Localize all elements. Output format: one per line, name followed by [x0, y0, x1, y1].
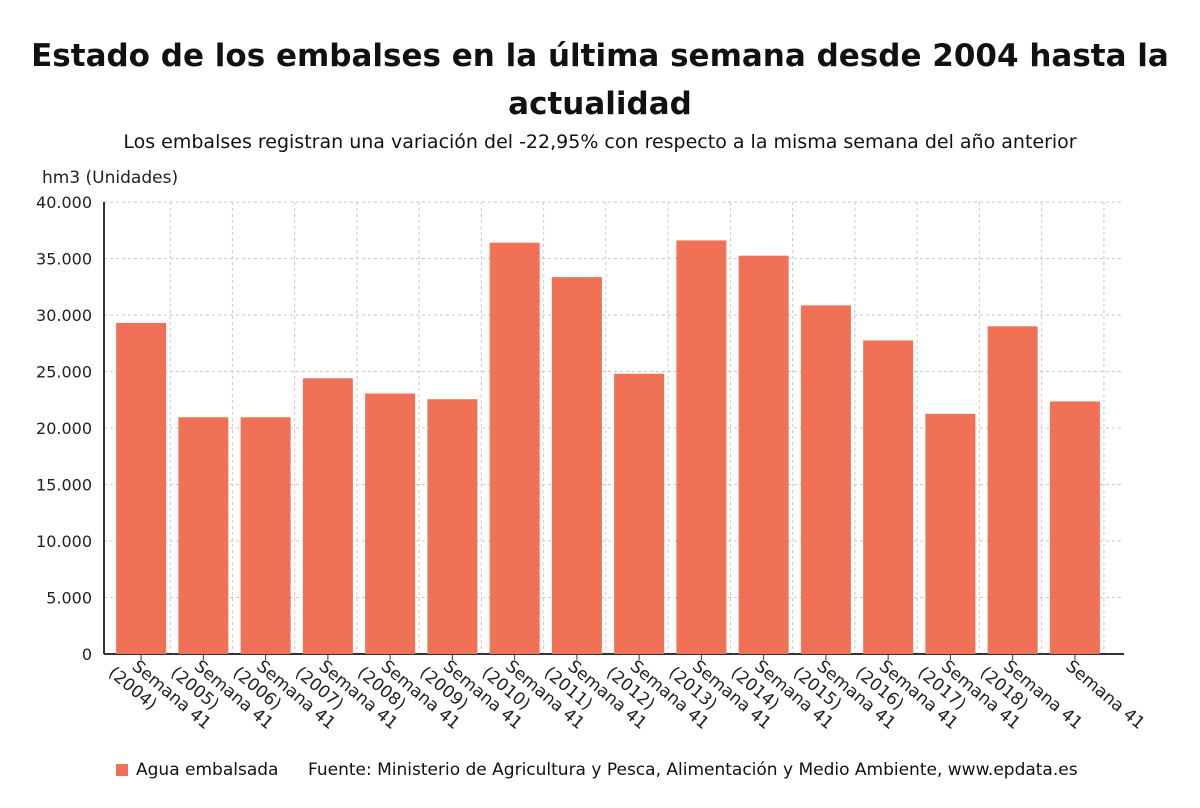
bar — [987, 326, 1038, 654]
legend-label: Agua embalsada — [136, 760, 279, 780]
bar — [178, 417, 229, 654]
bar — [365, 393, 416, 654]
y-axis-label: hm3 (Unidades) — [42, 168, 179, 188]
legend: Agua embalsada — [116, 760, 278, 780]
y-tick-label: 40.000 — [36, 193, 92, 212]
y-tick-label: 15.000 — [36, 476, 92, 495]
bar — [925, 413, 976, 654]
bar — [800, 305, 851, 654]
bar — [489, 242, 540, 654]
y-tick-label: 5.000 — [46, 589, 92, 608]
bar — [116, 322, 167, 654]
y-tick-label: 35.000 — [36, 250, 92, 269]
bar — [738, 255, 789, 655]
bar — [427, 399, 478, 654]
y-tick-label: 0 — [82, 645, 92, 664]
bar — [551, 277, 602, 654]
y-tick-label: 10.000 — [36, 532, 92, 551]
bar — [1049, 401, 1100, 654]
y-tick-label: 30.000 — [36, 306, 92, 325]
y-tick-label: 20.000 — [36, 419, 92, 438]
source-note: Fuente: Ministerio de Agricultura y Pesc… — [308, 760, 1078, 780]
bar — [676, 240, 727, 655]
bar — [863, 340, 914, 654]
bar — [240, 417, 291, 654]
chart-subtitle: Los embalses registran una variación del… — [123, 131, 1077, 153]
legend-swatch — [116, 764, 128, 776]
chart-title: Estado de los embalses en la última sema… — [31, 38, 1169, 122]
bar — [614, 373, 665, 654]
y-tick-label: 25.000 — [36, 363, 92, 382]
bar — [302, 378, 353, 654]
